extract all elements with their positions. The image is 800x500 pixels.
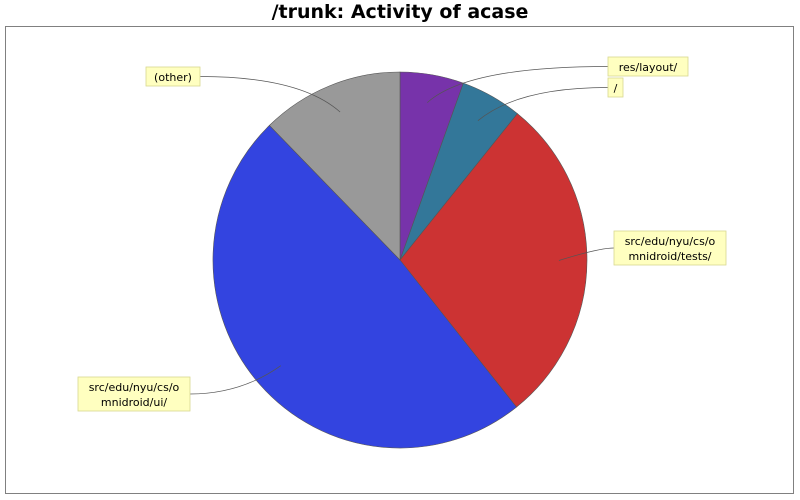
- label-box-other: [145, 66, 201, 87]
- slice-label-src-edu-nyu-cs-omnidroid-tests-line1: src/edu/nyu/cs/o: [625, 235, 716, 248]
- label-box-root: [607, 77, 624, 98]
- pie-slice-src-edu-nyu-cs-omnidroid-tests: [399, 113, 588, 408]
- leader-line-src-edu-nyu-cs-omnidroid-ui: [189, 365, 282, 395]
- slice-label-other: (other): [154, 71, 192, 84]
- slice-label-src-edu-nyu-cs-omnidroid-ui-line2: mnidroid/ui/: [101, 396, 168, 409]
- leader-line-res-layout: [427, 66, 609, 103]
- slice-label-res-layout: res/layout/: [619, 61, 678, 74]
- leader-line-root: [477, 87, 609, 121]
- slice-label-root: /: [614, 82, 618, 95]
- slice-label-src-edu-nyu-cs-omnidroid-tests-line2: mnidroid/tests/: [628, 250, 711, 263]
- label-box-src-edu-nyu-cs-omnidroid-ui: [77, 376, 191, 412]
- pie-slice-src-edu-nyu-cs-omnidroid-ui: [212, 124, 517, 449]
- slice-label-src-edu-nyu-cs-omnidroid-ui-line1: src/edu/nyu/cs/o: [89, 381, 180, 394]
- leader-line-other: [199, 76, 341, 113]
- label-box-src-edu-nyu-cs-omnidroid-tests: [613, 230, 727, 266]
- chart-title: /trunk: Activity of acase: [271, 1, 529, 23]
- pie-slice-other: [269, 71, 401, 261]
- label-box-res-layout: [607, 56, 689, 77]
- leader-line-src-edu-nyu-cs-omnidroid-tests: [558, 247, 615, 261]
